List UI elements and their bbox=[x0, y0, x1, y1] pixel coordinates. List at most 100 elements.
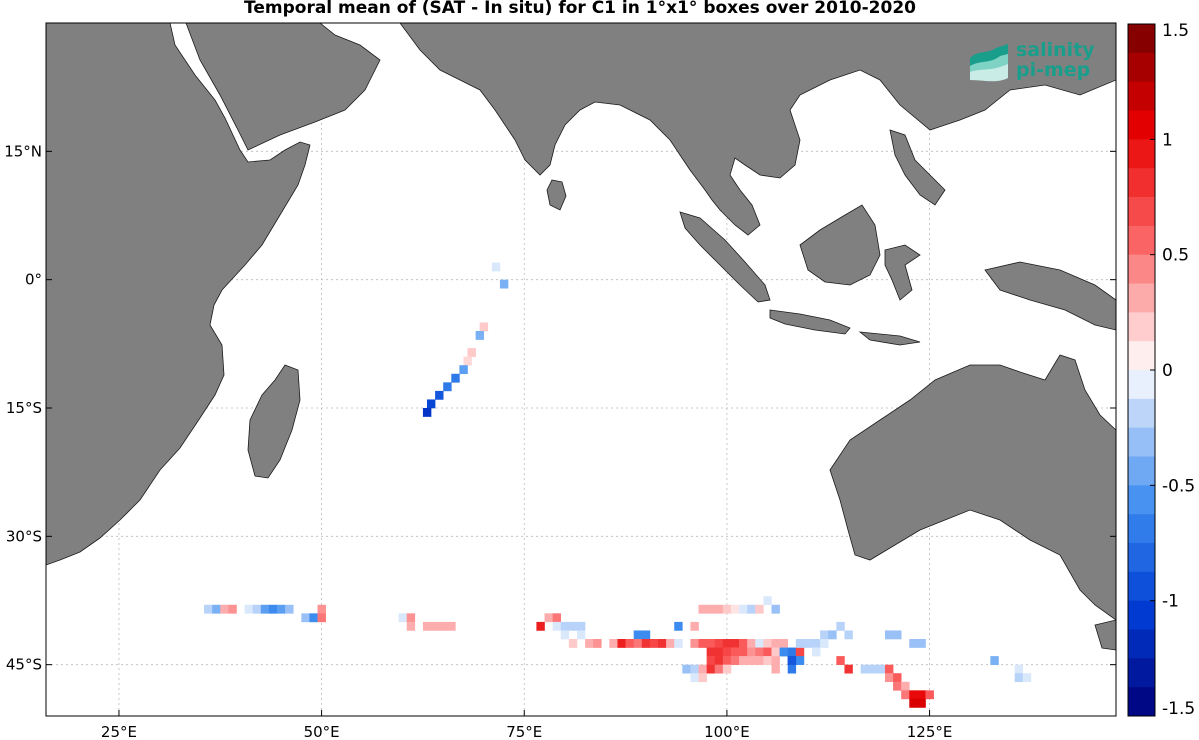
land-tasmania bbox=[1094, 619, 1116, 651]
data-cell-33 bbox=[536, 621, 545, 631]
data-cell-129 bbox=[893, 673, 902, 683]
data-cell-68 bbox=[771, 639, 780, 648]
data-cell-113 bbox=[658, 716, 666, 725]
data-cell-69 bbox=[779, 639, 789, 648]
x-tick-label-0: 25°E bbox=[101, 723, 137, 740]
colorbar-swatch-10 bbox=[1128, 312, 1155, 342]
data-cell-40 bbox=[560, 630, 570, 640]
data-cell-88 bbox=[771, 647, 780, 657]
data-cell-13 bbox=[212, 604, 221, 614]
colorbar-swatch-2 bbox=[1128, 81, 1155, 111]
data-cell-31 bbox=[439, 621, 448, 631]
data-cell-100 bbox=[771, 656, 780, 665]
data-cell-99 bbox=[763, 656, 772, 665]
colorbar-swatch-8 bbox=[1128, 254, 1155, 284]
data-cell-85 bbox=[747, 647, 756, 657]
data-cell-83 bbox=[730, 647, 740, 657]
data-cell-29 bbox=[422, 621, 432, 631]
data-cell-139 bbox=[844, 630, 853, 640]
axis-ticks: 25°E 50°E 75°E 100°E 125°E 15°N 0° 15°S 30°S 45°S bbox=[4, 142, 1116, 740]
colorbar-label-2: 0.5 bbox=[1162, 246, 1189, 266]
data-cell-111 bbox=[690, 673, 699, 683]
data-cell-132 bbox=[901, 690, 910, 700]
data-cell-42 bbox=[576, 630, 586, 640]
data-cell-54 bbox=[666, 639, 675, 648]
data-cell-3 bbox=[475, 331, 485, 340]
data-cell-28 bbox=[406, 621, 416, 631]
y-tick-label-0: 15°N bbox=[4, 142, 42, 160]
y-tick-label-1: 0° bbox=[25, 271, 42, 289]
data-cell-24 bbox=[317, 604, 326, 614]
data-cell-8 bbox=[443, 382, 452, 392]
data-cell-47 bbox=[625, 639, 634, 648]
data-cell-120 bbox=[812, 647, 821, 657]
colorbar-swatch-7 bbox=[1128, 225, 1155, 256]
x-tick-label-4: 125°E bbox=[907, 723, 953, 740]
colorbar-label-0: 1.5 bbox=[1162, 21, 1189, 41]
data-cell-122 bbox=[836, 656, 845, 665]
data-cell-78 bbox=[763, 596, 772, 606]
land-newguinea bbox=[984, 261, 1116, 331]
data-cell-44 bbox=[593, 639, 602, 648]
data-cell-82 bbox=[722, 647, 732, 657]
data-cell-75 bbox=[739, 604, 748, 614]
colorbar-labels: 1.5 1 0.5 0 -0.5 -1 -1.5 bbox=[1150, 21, 1195, 719]
data-cell-142 bbox=[909, 639, 918, 648]
data-cell-116 bbox=[812, 639, 821, 648]
land-australia bbox=[829, 354, 1116, 621]
data-cell-52 bbox=[649, 639, 659, 648]
data-cell-79 bbox=[771, 604, 780, 614]
data-cell-77 bbox=[755, 604, 764, 614]
data-cell-123 bbox=[844, 664, 853, 674]
data-cell-80 bbox=[706, 647, 716, 657]
colorbar-swatch-19 bbox=[1128, 571, 1155, 602]
colorbar bbox=[1127, 23, 1156, 717]
data-cell-74 bbox=[730, 604, 740, 614]
data-cell-32 bbox=[447, 621, 456, 631]
data-cell-106 bbox=[706, 664, 716, 674]
data-cell-2 bbox=[479, 322, 489, 332]
data-cell-55 bbox=[674, 621, 683, 631]
colorbar-label-4: -0.5 bbox=[1162, 476, 1195, 496]
colorbar-swatch-11 bbox=[1128, 341, 1155, 371]
data-cell-104 bbox=[690, 664, 699, 674]
data-cell-84 bbox=[739, 647, 748, 657]
colorbar-swatch-18 bbox=[1128, 543, 1155, 573]
data-cell-128 bbox=[884, 673, 894, 683]
data-cell-86 bbox=[755, 647, 764, 657]
data-cell-131 bbox=[901, 681, 910, 691]
colorbar-label-5: -1 bbox=[1162, 592, 1179, 612]
colorbar-swatch-6 bbox=[1128, 197, 1155, 227]
data-cell-30 bbox=[431, 621, 440, 631]
data-cell-21 bbox=[285, 604, 294, 614]
data-cell-103 bbox=[682, 664, 691, 674]
map-frame bbox=[45, 22, 1117, 717]
data-cell-121 bbox=[820, 639, 829, 648]
data-cells bbox=[204, 262, 1032, 725]
colorbar-swatch-9 bbox=[1128, 283, 1155, 313]
data-cell-137 bbox=[917, 698, 926, 708]
colorbar-swatch-3 bbox=[1128, 110, 1155, 140]
data-cell-61 bbox=[714, 639, 724, 648]
data-cell-67 bbox=[763, 639, 772, 648]
logo-waves-icon bbox=[970, 44, 1008, 82]
data-cell-119 bbox=[836, 621, 845, 631]
land-arabia bbox=[185, 23, 381, 151]
land-java bbox=[769, 309, 851, 335]
data-cell-15 bbox=[228, 604, 237, 614]
data-cell-133 bbox=[909, 690, 918, 700]
data-cell-90 bbox=[787, 647, 797, 657]
data-cell-138 bbox=[787, 656, 797, 665]
data-cell-62 bbox=[722, 639, 732, 648]
data-cell-114 bbox=[795, 639, 805, 648]
data-cell-53 bbox=[658, 639, 667, 648]
data-cell-14 bbox=[220, 604, 229, 614]
data-cell-72 bbox=[714, 604, 724, 614]
data-cell-63 bbox=[730, 639, 740, 648]
map-title: Temporal mean of (SAT - In situ) for C1 … bbox=[244, 0, 916, 18]
data-cell-4 bbox=[467, 348, 476, 357]
colorbar-swatch-4 bbox=[1128, 139, 1155, 169]
data-cell-12 bbox=[204, 604, 213, 614]
colorbar-label-3: 0 bbox=[1162, 361, 1173, 381]
data-cell-71 bbox=[706, 604, 716, 614]
